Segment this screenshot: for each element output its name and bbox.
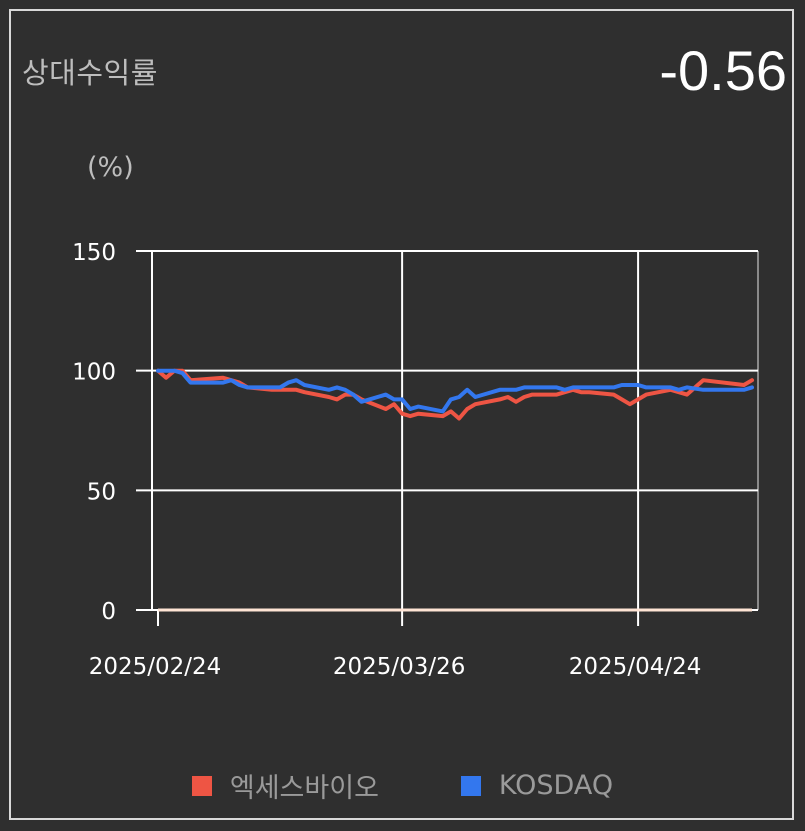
x-tick-label-2: 2025/04/24 [569, 654, 702, 680]
y-tick-label-150: 150 [72, 240, 116, 266]
y-tick-labels: 0 50 100 150 [72, 240, 116, 625]
legend-item-stock[interactable]: 엑세스바이오 [191, 766, 379, 805]
y-tick-label-0: 0 [101, 599, 116, 625]
y-tick-label-50: 50 [87, 479, 116, 505]
legend-swatch-index [460, 775, 481, 796]
relative-return-value: -0.56 [659, 39, 787, 102]
y-axis-unit: (%) [87, 152, 134, 183]
series-line-index [156, 368, 754, 414]
legend-label-stock: 엑세스바이오 [229, 773, 379, 804]
series-line-stock [156, 368, 754, 421]
x-tick-label-0: 2025/02/24 [89, 654, 222, 680]
x-tick-label-1: 2025/03/26 [333, 654, 466, 680]
legend-swatch-stock [191, 775, 212, 796]
x-tick-labels: 2025/02/24 2025/03/26 2025/04/24 [89, 654, 702, 680]
chart-frame [9, 9, 794, 820]
y-tick-label-100: 100 [72, 360, 116, 386]
legend: 엑세스바이오 KOSDAQ [0, 766, 805, 805]
series-lines [156, 368, 754, 612]
grid-lines [136, 250, 759, 626]
legend-label-index: KOSDAQ [498, 770, 614, 801]
chart-title: 상대수익률 [22, 56, 158, 90]
legend-item-index[interactable]: KOSDAQ [460, 766, 614, 805]
